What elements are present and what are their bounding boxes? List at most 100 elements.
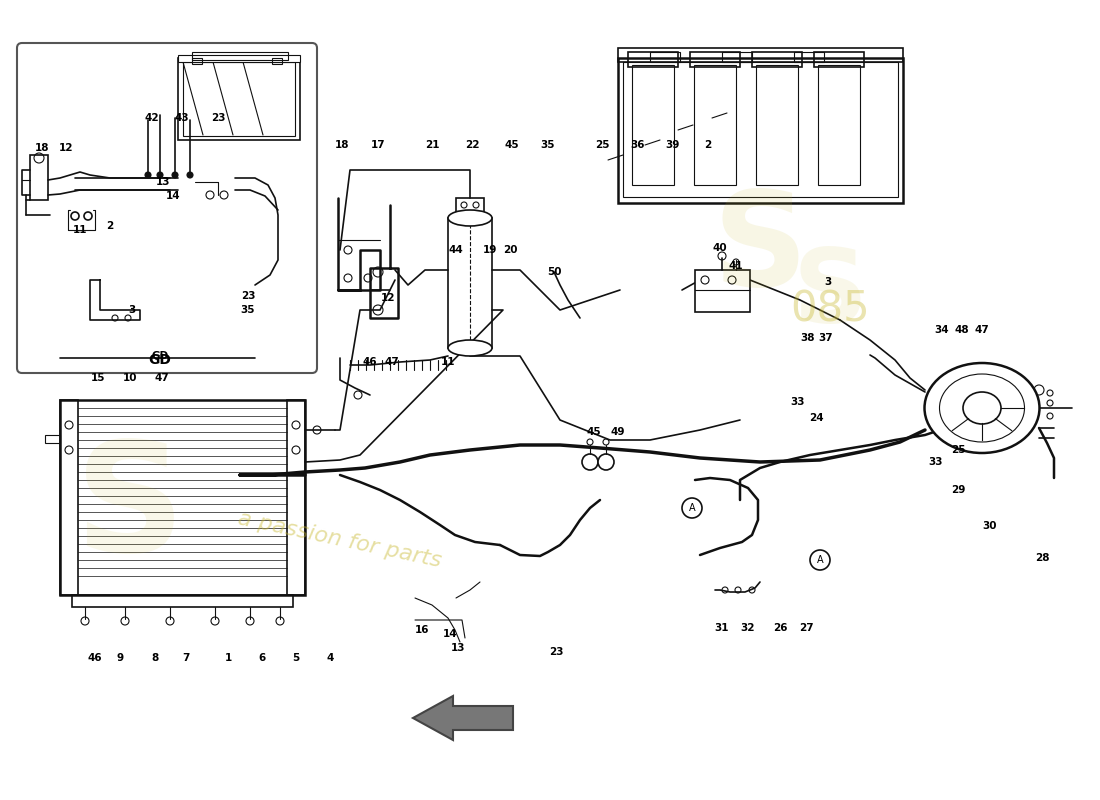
Circle shape [582, 454, 598, 470]
Text: 47: 47 [975, 325, 989, 335]
Bar [45, 435, 60, 443]
Text: 45: 45 [586, 427, 602, 437]
Text: 18: 18 [334, 140, 350, 150]
Bar [618, 58, 903, 203]
Text: 47: 47 [385, 357, 399, 367]
Text: 21: 21 [425, 140, 439, 150]
Ellipse shape [448, 210, 492, 226]
Text: 29: 29 [950, 485, 965, 495]
Text: 23: 23 [549, 647, 563, 657]
Text: 10: 10 [123, 373, 138, 383]
Text: A: A [689, 503, 695, 513]
Text: 45: 45 [505, 140, 519, 150]
Text: S: S [713, 186, 807, 314]
Text: 14: 14 [442, 629, 458, 639]
Bar [794, 52, 824, 62]
Text: 31: 31 [715, 623, 729, 633]
Text: 1: 1 [224, 653, 232, 663]
Text: 12: 12 [381, 293, 395, 303]
Text: 25: 25 [950, 445, 966, 455]
Text: 38: 38 [801, 333, 815, 343]
Bar [456, 198, 484, 218]
Text: 14: 14 [166, 191, 180, 201]
Text: 7: 7 [183, 653, 189, 663]
Text: 36: 36 [630, 140, 646, 150]
Bar [192, 58, 202, 64]
Bar [632, 65, 674, 185]
Text: 34: 34 [935, 325, 949, 335]
Text: 6: 6 [258, 653, 265, 663]
Text: 40: 40 [713, 243, 727, 253]
Bar [623, 62, 898, 197]
Text: 48: 48 [955, 325, 969, 335]
Polygon shape [412, 696, 513, 740]
Bar [695, 270, 750, 312]
Text: 22: 22 [464, 140, 480, 150]
Bar [694, 65, 736, 185]
Text: 27: 27 [799, 623, 813, 633]
Bar [60, 400, 78, 595]
Bar [72, 595, 293, 607]
Text: 32: 32 [740, 623, 756, 633]
Bar [752, 52, 802, 67]
Text: 37: 37 [818, 333, 834, 343]
Bar [60, 400, 305, 595]
Text: 46: 46 [88, 653, 102, 663]
Text: 42: 42 [145, 113, 160, 123]
Text: 24: 24 [808, 413, 823, 423]
Text: 23: 23 [241, 291, 255, 301]
Bar [178, 58, 300, 140]
Circle shape [145, 172, 151, 178]
Text: 11: 11 [441, 357, 455, 367]
Bar [272, 58, 282, 64]
Text: 8: 8 [152, 653, 158, 663]
Text: S: S [75, 435, 185, 585]
Text: 50: 50 [547, 267, 561, 277]
Text: 3: 3 [824, 277, 832, 287]
Bar [448, 218, 492, 348]
Bar [30, 155, 48, 200]
Bar [618, 48, 903, 62]
Text: 23: 23 [211, 113, 226, 123]
Text: 15: 15 [90, 373, 106, 383]
Text: 19: 19 [483, 245, 497, 255]
Text: 33: 33 [791, 397, 805, 407]
Text: a passion for parts: a passion for parts [236, 509, 443, 571]
Bar [690, 52, 740, 67]
Text: 20: 20 [503, 245, 517, 255]
Text: 17: 17 [371, 140, 385, 150]
Text: GD: GD [152, 351, 168, 361]
Text: 5: 5 [293, 653, 299, 663]
Text: 9: 9 [117, 653, 123, 663]
Text: 25: 25 [595, 140, 609, 150]
Text: 13: 13 [451, 643, 465, 653]
Bar [192, 52, 288, 60]
Text: 26: 26 [772, 623, 788, 633]
Circle shape [187, 172, 192, 178]
Circle shape [172, 172, 178, 178]
Circle shape [157, 172, 163, 178]
Bar [650, 52, 680, 62]
Circle shape [598, 454, 614, 470]
Text: 11: 11 [73, 225, 87, 235]
Text: 30: 30 [982, 521, 998, 531]
Bar [818, 65, 860, 185]
Bar [183, 62, 295, 136]
Bar [722, 52, 752, 62]
Text: 2: 2 [704, 140, 712, 150]
Text: 16: 16 [415, 625, 429, 635]
Text: 4: 4 [327, 653, 333, 663]
Text: GD: GD [148, 353, 172, 367]
Bar [628, 52, 678, 67]
Text: 12: 12 [58, 143, 74, 153]
Text: 43: 43 [175, 113, 189, 123]
Text: A: A [816, 555, 823, 565]
Ellipse shape [924, 363, 1040, 453]
Ellipse shape [448, 340, 492, 356]
Text: 46: 46 [363, 357, 377, 367]
Text: S: S [792, 245, 868, 346]
Text: 085: 085 [790, 289, 870, 331]
Ellipse shape [939, 374, 1024, 442]
Text: 28: 28 [1035, 553, 1049, 563]
Text: 3: 3 [129, 305, 135, 315]
